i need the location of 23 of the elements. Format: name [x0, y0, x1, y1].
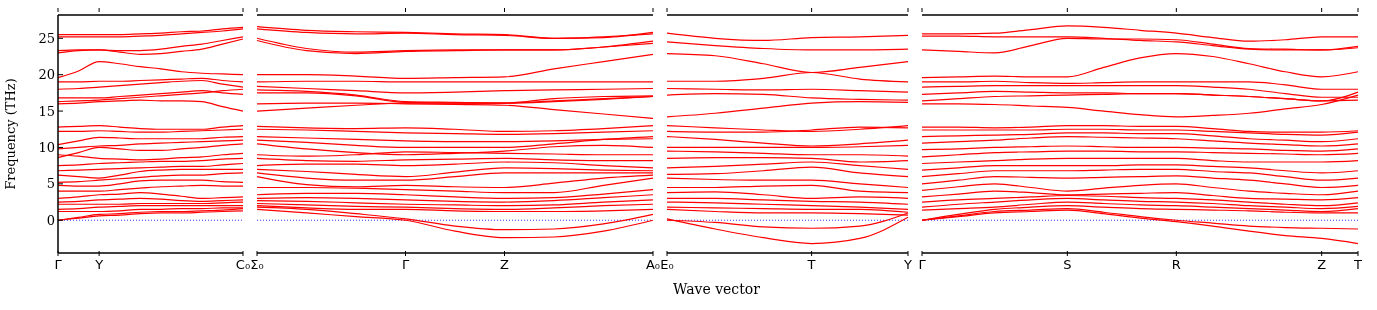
x-tick-label: Γ: [918, 257, 927, 272]
y-tick-label: 15: [38, 103, 55, 119]
y-tick-label: 0: [46, 212, 55, 228]
x-tick-label: C₀: [235, 257, 251, 272]
y-tick-label: 5: [46, 176, 55, 192]
x-tick-label: E₀: [660, 257, 674, 272]
x-tick-label: Z: [1317, 257, 1327, 272]
x-tick-label: T: [806, 257, 816, 272]
x-tick-label: Σ₀: [250, 257, 264, 272]
x-tick-label: Γ: [401, 257, 410, 272]
x-tick-label: Y: [94, 257, 104, 272]
x-axis-title: Wave vector: [672, 281, 761, 297]
y-tick-label: 10: [38, 140, 55, 156]
x-tick-label: Z: [500, 257, 510, 272]
x-tick-label: Γ: [54, 257, 63, 272]
x-tick-label: Y: [903, 257, 913, 272]
x-tick-label: T: [1353, 257, 1363, 272]
y-tick-label: 20: [38, 67, 55, 83]
x-tick-label: A₀: [645, 257, 661, 272]
y-axis-title: Frequency (THz): [2, 78, 18, 190]
x-tick-label: R: [1171, 257, 1181, 272]
x-tick-label: S: [1063, 257, 1072, 272]
y-tick-label: 25: [38, 30, 55, 46]
